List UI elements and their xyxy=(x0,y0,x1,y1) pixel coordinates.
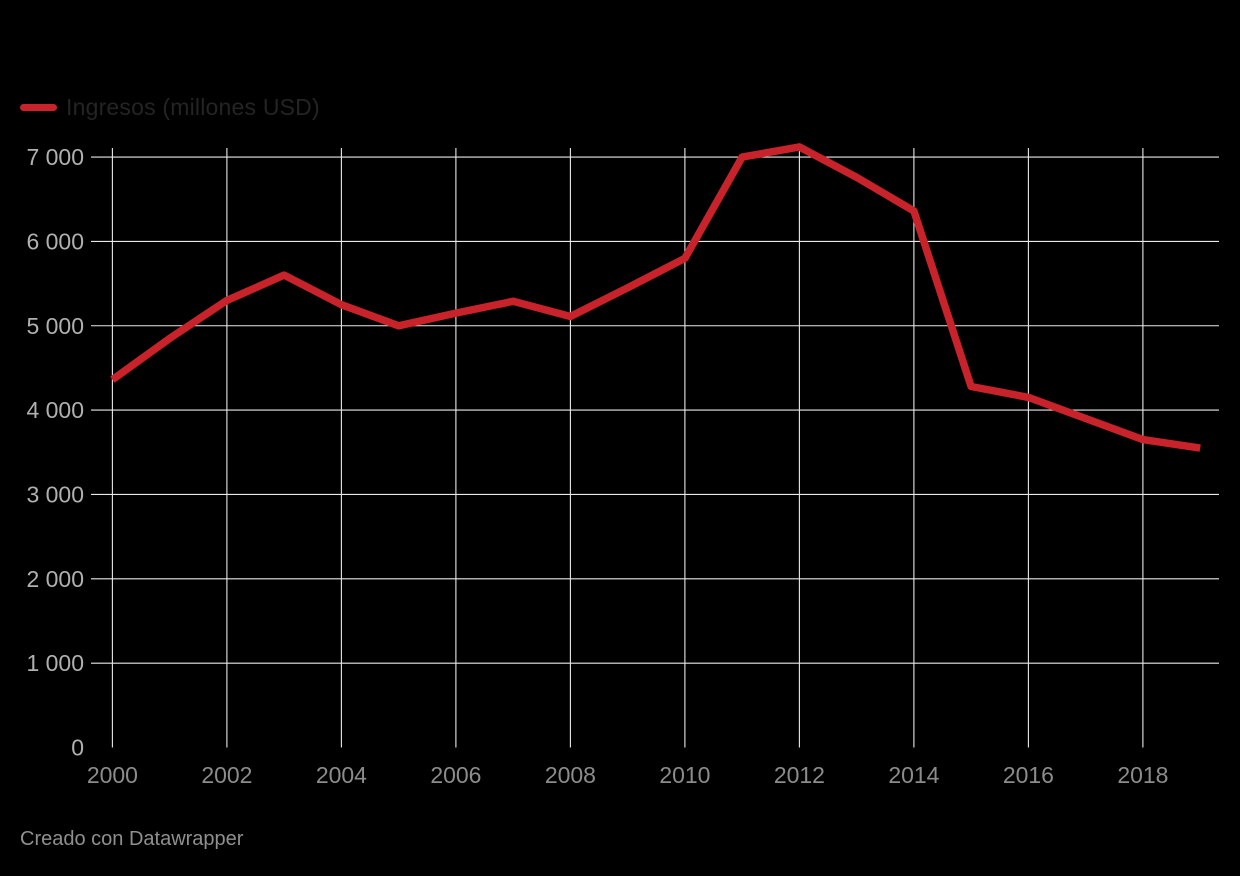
x-axis-label: 2014 xyxy=(888,762,939,788)
y-axis-label: 4 000 xyxy=(26,397,84,423)
y-axis-label: 6 000 xyxy=(26,228,84,254)
legend: Ingresos (millones USD) xyxy=(20,94,320,120)
legend-line-swatch xyxy=(20,103,57,111)
x-axis-label: 2010 xyxy=(659,762,710,788)
x-axis-label: 2008 xyxy=(545,762,596,788)
x-axis-label: 2006 xyxy=(430,762,481,788)
attribution: Creado con Datawrapper xyxy=(20,828,244,850)
legend-label: Ingresos (millones USD) xyxy=(66,93,320,120)
x-axis-label: 2018 xyxy=(1117,762,1168,788)
x-axis-label: 2002 xyxy=(201,762,252,788)
x-axis-label: 2004 xyxy=(316,762,367,788)
x-axis-label: 2012 xyxy=(774,762,825,788)
x-axis-label: 2016 xyxy=(1003,762,1054,788)
y-axis-label: 3 000 xyxy=(26,481,84,507)
y-axis-label: 5 000 xyxy=(26,313,84,339)
x-axis-label: 2000 xyxy=(87,762,138,788)
y-axis-label: 1 000 xyxy=(26,650,84,676)
y-axis-label: 7 000 xyxy=(26,144,84,170)
y-axis-label: 0 xyxy=(71,735,84,761)
series-line-ingresos xyxy=(110,143,1201,452)
y-axis-label: 2 000 xyxy=(26,566,84,592)
